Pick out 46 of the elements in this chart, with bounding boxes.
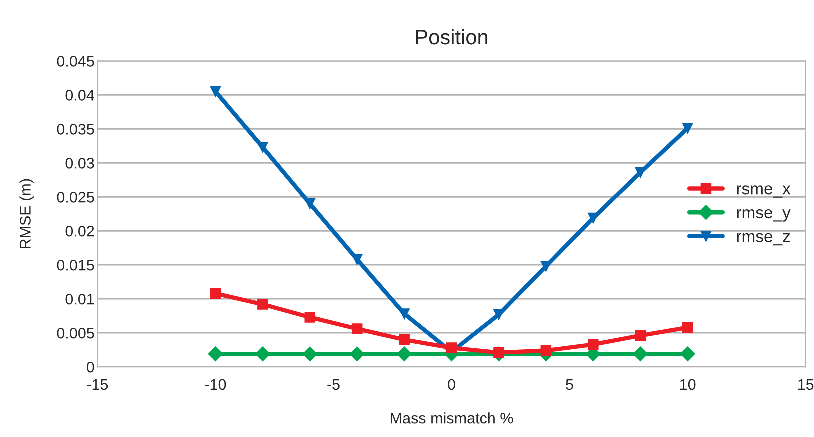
point	[446, 342, 458, 354]
point	[350, 346, 365, 362]
point	[302, 346, 318, 362]
legend-label: rsme_x	[737, 186, 791, 198]
point	[399, 334, 410, 346]
point	[682, 123, 694, 134]
point	[352, 324, 363, 334]
y-tick-label: 0.035	[57, 124, 94, 135]
y-tick-label: 0.025	[57, 192, 94, 203]
point	[258, 142, 268, 153]
point	[397, 346, 412, 362]
x-tick-label: 15	[798, 379, 814, 390]
y-tick-label: 0.03	[66, 158, 94, 169]
x-tick-label: -5	[328, 379, 340, 390]
y-tick-label: 0.04	[66, 90, 94, 101]
point	[210, 86, 222, 98]
legend-label: rmse_y	[737, 209, 791, 222]
x-tick-label: -10	[205, 379, 226, 390]
point	[540, 345, 552, 356]
y-tick-label: 0.005	[57, 328, 94, 339]
point	[304, 198, 316, 210]
point	[258, 299, 268, 310]
legend-label: rmse_z	[737, 233, 790, 246]
x-tick-label: -15	[87, 379, 108, 390]
y-tick-label: 0.01	[66, 294, 94, 305]
x-tick-label: 0	[448, 379, 456, 390]
y-tick-label: 0	[87, 362, 94, 373]
point	[304, 312, 316, 323]
point	[256, 346, 270, 362]
point	[210, 288, 222, 300]
point	[633, 346, 648, 362]
point	[682, 322, 694, 334]
point	[588, 339, 599, 350]
point	[352, 254, 363, 266]
x-tick-label: 5	[566, 379, 574, 390]
chart-title: Position	[416, 29, 488, 45]
y-tick-label: 0.045	[57, 56, 94, 67]
y-axis-title: RMSE (m)	[20, 179, 34, 249]
y-tick-label: 0.02	[66, 226, 94, 237]
y-tick-label: 0.015	[57, 260, 94, 271]
x-tick-label: 10	[680, 379, 696, 390]
x-axis-title: Mass mismatch %	[391, 412, 514, 424]
point	[399, 308, 410, 320]
point	[208, 346, 224, 362]
point	[635, 330, 646, 342]
point	[680, 346, 696, 362]
